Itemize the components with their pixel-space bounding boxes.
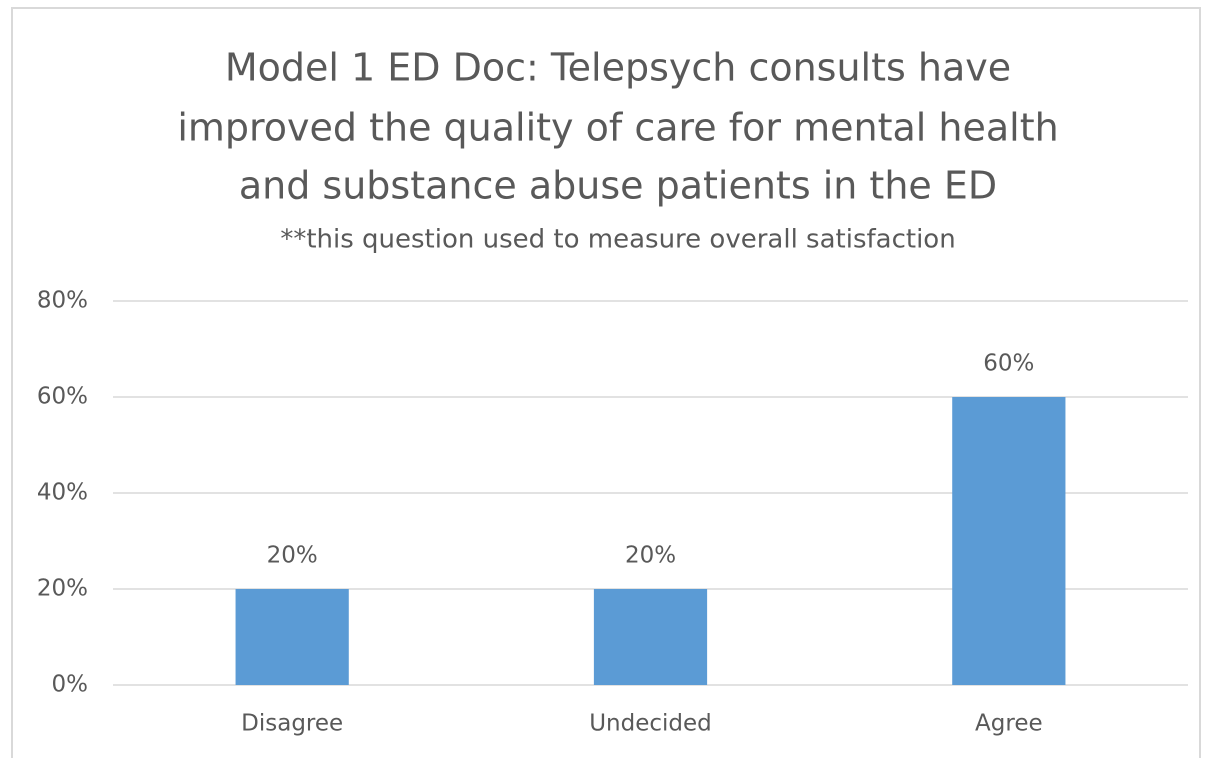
chart-title: and substance abuse patients in the ED	[239, 164, 997, 208]
data-label: 20%	[625, 543, 676, 569]
data-label: 20%	[267, 543, 318, 569]
chart-title: improved the quality of care for mental …	[177, 106, 1058, 150]
y-tick-label: 0%	[52, 672, 89, 698]
data-label: 60%	[983, 351, 1034, 377]
x-tick-label: Undecided	[589, 711, 712, 737]
x-tick-label: Agree	[975, 711, 1043, 737]
bar	[235, 589, 349, 685]
y-tick-label: 80%	[37, 288, 88, 314]
chart-subtitle: **this question used to measure overall …	[280, 225, 955, 255]
bar	[952, 397, 1066, 685]
bar	[593, 589, 708, 685]
x-tick-label: Disagree	[241, 711, 343, 737]
y-tick-label: 60%	[37, 384, 88, 410]
y-tick-label: 40%	[37, 480, 88, 506]
y-tick-label: 20%	[37, 576, 88, 602]
chart-title: Model 1 ED Doc: Telepsych consults have	[225, 46, 1011, 90]
